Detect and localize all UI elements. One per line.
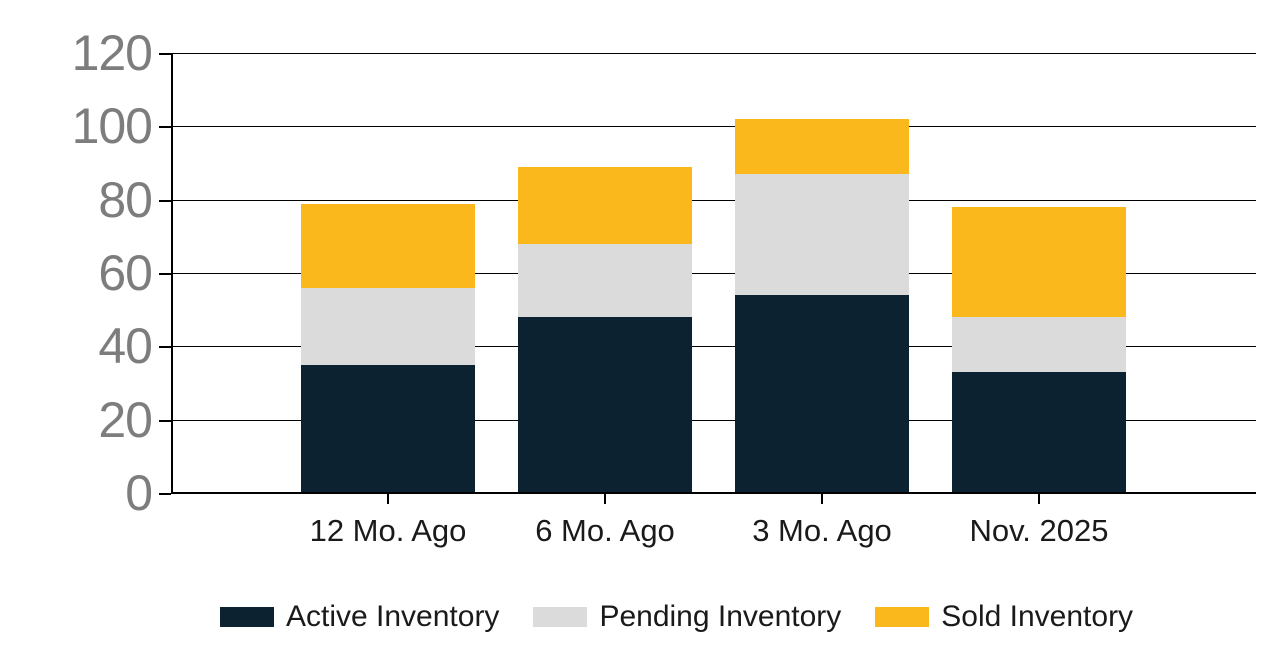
bar-segment-active-inventory-4: [952, 372, 1126, 493]
legend-item-sold-inventory: Sold Inventory: [875, 600, 1133, 634]
gridline-y-80: [171, 200, 1256, 201]
gridline-y-20: [171, 420, 1256, 421]
gridline-y-100: [171, 126, 1256, 127]
y-tick-label-0: 0: [125, 465, 153, 521]
y-tick-label-120: 120: [71, 25, 153, 81]
legend-swatch-icon: [875, 607, 930, 627]
bar-segment-active-inventory-3: [735, 295, 909, 493]
bar-segment-sold-inventory-3: [735, 119, 909, 174]
legend-swatch-icon: [533, 607, 588, 627]
gridline-y-60: [171, 273, 1256, 274]
x-tick-label-4: Nov. 2025: [969, 513, 1109, 548]
y-axis-line: [171, 53, 173, 494]
y-tick-label-100: 100: [71, 98, 153, 154]
bar-segment-pending-inventory-3: [735, 174, 909, 295]
x-tick-label-1: 12 Mo. Ago: [309, 513, 467, 548]
y-tick-mark: [159, 493, 171, 495]
bar-segment-pending-inventory-1: [301, 288, 475, 365]
bar-segment-sold-inventory-1: [301, 204, 475, 288]
y-axis-tick-labels: 0 20 40 60 80 100 120: [0, 0, 153, 663]
bar-segment-active-inventory-2: [518, 317, 692, 493]
y-tick-mark: [159, 200, 171, 202]
x-tick-mark: [1038, 494, 1040, 504]
bar-segment-sold-inventory-2: [518, 167, 692, 244]
legend-label: Sold Inventory: [941, 600, 1134, 633]
legend-swatch-icon: [220, 607, 274, 627]
x-axis-line: [171, 492, 1256, 494]
legend-label: Pending Inventory: [599, 600, 842, 633]
bar-segment-active-inventory-1: [301, 365, 475, 493]
y-tick-label-40: 40: [98, 318, 153, 374]
y-tick-mark: [159, 273, 171, 275]
x-tick-mark: [387, 494, 389, 504]
bar-segment-pending-inventory-2: [518, 244, 692, 317]
y-tick-mark: [159, 53, 171, 55]
y-tick-label-80: 80: [98, 172, 153, 228]
gridline-y-120: [171, 53, 1256, 54]
x-tick-mark: [604, 494, 606, 504]
legend-label: Active Inventory: [286, 600, 500, 633]
bar-segment-pending-inventory-4: [952, 317, 1126, 372]
y-tick-label-60: 60: [98, 245, 153, 301]
x-tick-label-3: 3 Mo. Ago: [752, 513, 892, 548]
legend-item-pending-inventory: Pending Inventory: [533, 600, 841, 634]
y-tick-mark: [159, 420, 171, 422]
x-tick-mark: [821, 494, 823, 504]
y-tick-mark: [159, 126, 171, 128]
legend-item-active-inventory: Active Inventory: [220, 600, 499, 634]
legend: Active Inventory Pending Inventory Sold In…: [220, 600, 1133, 634]
y-tick-label-20: 20: [98, 392, 153, 448]
y-tick-mark: [159, 346, 171, 348]
x-tick-label-2: 6 Mo. Ago: [535, 513, 675, 548]
bar-segment-sold-inventory-4: [952, 207, 1126, 317]
gridline-y-40: [171, 346, 1256, 347]
plot-area: [171, 53, 1256, 494]
